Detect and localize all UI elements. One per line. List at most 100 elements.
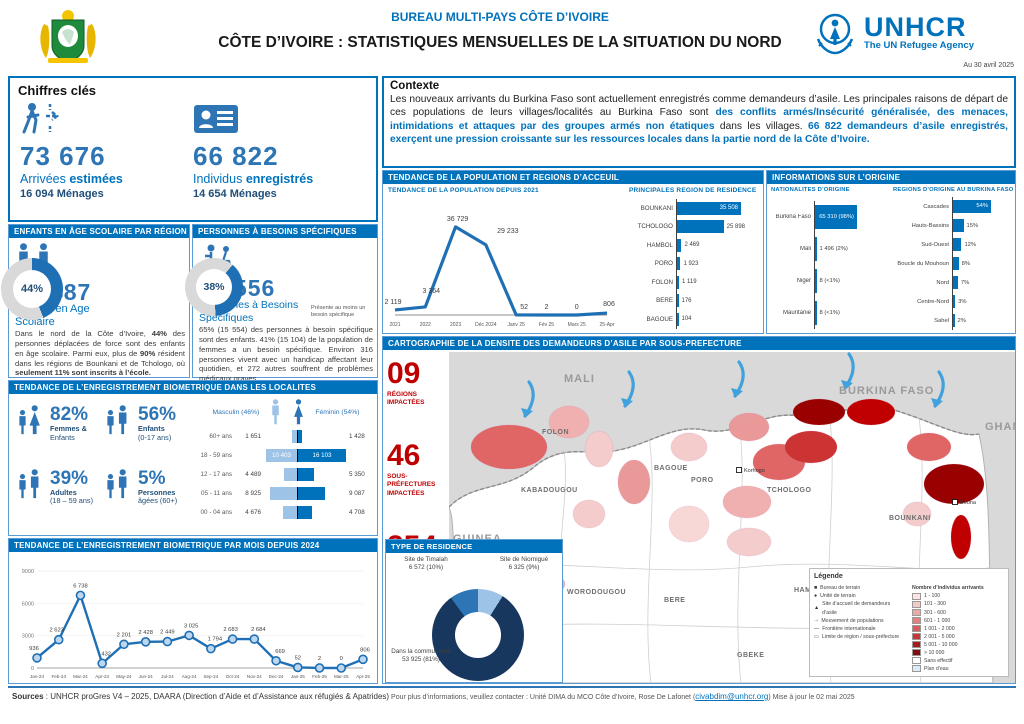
pyramid-bar: 16 103 (298, 449, 346, 462)
cartography-panel: CARTOGRAPHIE DE LA DENSITE DES DEMANDEUR… (382, 336, 1024, 684)
bar-row: HAMBOL 2 469 (629, 236, 761, 255)
bar-value: 7% (960, 279, 970, 286)
carto-stat-label: RÉGIONS IMPACTÉES (387, 391, 425, 407)
footer-sources-bold: Sources (12, 692, 44, 701)
density-area (617, 459, 651, 505)
x-tick-label: Jan-24 (30, 674, 44, 679)
bar-row: Nord 7% (893, 273, 1013, 292)
data-label: 3 364 (423, 288, 441, 295)
data-point (97, 658, 107, 669)
bar-label: Boucle du Mouhoun (897, 260, 949, 267)
unhcr-logo: UNHCR The UN Refugee Agency (812, 8, 1018, 56)
x-tick-label: Fév 25 (539, 322, 555, 328)
arrivals-walker-icon (22, 103, 60, 134)
city-marker (952, 499, 958, 505)
density-area (784, 430, 838, 464)
bar-label: Mali (799, 246, 811, 252)
population-pyramid: Masculin (46%) Féminin (54%) 60+ ans 1 65… (195, 397, 377, 533)
children-icon (107, 405, 127, 435)
x-tick-label: Jul-24 (161, 674, 174, 679)
arrivals-label: Arrivées (20, 172, 70, 186)
header-titles: BUREAU MULTI-PAYS CÔTE D’IVOIRE CÔTE D’I… (180, 10, 820, 52)
bar-label: Niger (796, 278, 811, 284)
needs-donut-pct: 38% (196, 269, 232, 305)
contact-email-link[interactable]: civabdim@unhcr.org (695, 692, 769, 701)
region-label: PORO (691, 477, 714, 484)
legend-ramp-item: 1 - 100 (912, 592, 1004, 600)
needs-donut-chart: 38% (185, 258, 243, 316)
data-point (314, 663, 325, 673)
x-tick-label: Feb-24 (51, 674, 66, 679)
monthly-panel-header: TENDANCE DE L’ENREGISTREMENT BIOMETRIQUE… (9, 539, 377, 552)
population-line-chart: 2 119 2021 3 364 2022 36 729 2023 29 233 Déc 20… (385, 195, 625, 334)
bar-label: Sud-Ouest (921, 241, 949, 248)
bar-value: 2% (957, 317, 966, 324)
country-label: GHANA (985, 421, 1015, 433)
legend-title: Légende (814, 573, 843, 581)
x-tick-label: Janv 25 (507, 322, 525, 328)
bar-value: 3% (958, 298, 967, 305)
context-panel: Contexte Les nouveaux arrivants du Burki… (382, 76, 1016, 168)
data-label: 0 (575, 304, 579, 311)
registered-figure: 66 822 Individus enregistrés 14 654 Ména… (193, 102, 366, 200)
carto-stat: 46 SOUS-PRÉFECTURES IMPACTÉES (387, 441, 449, 497)
footer-sources: Sources : UNHCR proGres V4 – 2025, DAARA… (12, 692, 1014, 701)
residence-panel-header: TYPE DE RESIDENCE (386, 540, 562, 553)
density-area (726, 527, 772, 557)
data-point (53, 634, 64, 645)
bar-row: Sahel 2% (893, 311, 1013, 330)
legend-ramp-item: 2 001 - 5 000 (912, 633, 1004, 641)
density-area (728, 412, 770, 442)
arrivals-label-bold: estimées (69, 172, 123, 186)
bar-label: BOUNKANI (640, 204, 673, 212)
density-area (572, 499, 606, 529)
data-point (358, 654, 368, 665)
cote-divoire-crest-logo (36, 6, 100, 66)
school-donut-chart: 44% (1, 258, 63, 320)
registered-label-bold: enregistrés (245, 172, 314, 186)
bar (953, 313, 955, 328)
nationalities-bar-chart: Burkina Faso 65 310 (98%) Mali 1 496 (2%) Ni… (771, 201, 887, 329)
data-label: 2 684 (251, 627, 266, 633)
x-tick-label: Apr-25 (356, 674, 370, 679)
pyramid-bar: 10 403 (266, 449, 297, 462)
bar (953, 218, 964, 233)
pyramid-row: 18 - 59 ans 10 403 16 103 (195, 446, 377, 465)
carto-stat-value: 46 (387, 439, 421, 473)
data-label: 3 025 (184, 623, 199, 629)
y-tick-label: 6000 (22, 601, 34, 607)
density-area (846, 398, 896, 426)
density-area (670, 432, 708, 462)
bar (953, 275, 958, 290)
data-label: 432 (101, 651, 111, 657)
bar (953, 256, 959, 271)
data-point (271, 655, 281, 666)
report-date: Au 30 avril 2025 (963, 62, 1014, 69)
density-area (722, 485, 772, 519)
bar-row: Mauritanie 8 (<1%) (771, 297, 887, 329)
data-label: 669 (275, 649, 285, 655)
data-label: 52 (295, 655, 301, 661)
bar-value: 1 923 (683, 260, 699, 267)
data-label: 806 (360, 647, 370, 653)
bar: 35 508 (677, 201, 741, 215)
bar (677, 312, 679, 326)
stat-label: Enfants (138, 424, 165, 433)
density-area (906, 432, 952, 462)
x-tick-label: 2022 (420, 322, 431, 328)
registered-households: 14 654 Ménages (193, 188, 277, 200)
key-figures-title: Chiffres clés (18, 83, 97, 98)
arrivals-households: 16 094 Ménages (20, 188, 104, 200)
data-point (249, 634, 260, 644)
bar-row: Centre-Nord 3% (893, 292, 1013, 311)
x-tick-label: Dec-24 (269, 674, 284, 679)
data-label: 1 794 (208, 637, 223, 643)
legend-items: ■ Bureau de terrain ● Unité de terrain ▲ Site… (814, 584, 906, 673)
x-tick-label: 2023 (450, 322, 461, 328)
stat-label: Femmes & (50, 424, 87, 433)
y-tick-label: 9000 (22, 569, 34, 575)
x-tick-label: Déc 2024 (475, 322, 497, 328)
density-area (902, 501, 932, 527)
legend-ramp-title: Nombre d’individus arrivants (912, 585, 984, 592)
data-point (292, 662, 303, 673)
